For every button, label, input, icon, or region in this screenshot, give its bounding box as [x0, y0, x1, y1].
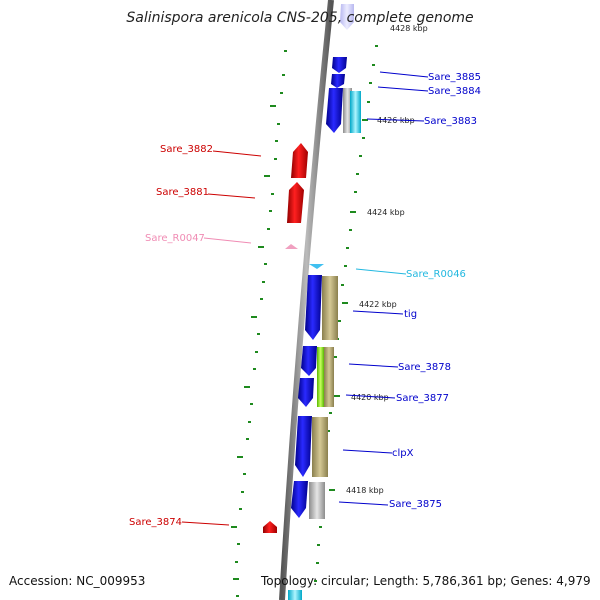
gene-label[interactable]: Sare_3881	[156, 187, 209, 198]
gene-feature-clpx-tan	[312, 417, 328, 477]
genome-backbone	[279, 0, 334, 600]
leader-lines	[181, 71, 429, 526]
gene-label[interactable]: Sare_3885	[428, 72, 481, 83]
gene-feature-sare-r0047	[285, 244, 298, 249]
gene-label[interactable]: Sare_3875	[389, 499, 442, 510]
gene-feature-sare-3882	[291, 143, 308, 178]
gene-label[interactable]: Sare_3884	[428, 86, 481, 97]
gene-label[interactable]: Sare_3874	[129, 517, 182, 528]
gene-feature-sare-3883-cyan	[350, 91, 361, 133]
kbp-label: 4424 kbp	[367, 208, 405, 217]
genome-summary-text: Topology: circular; Length: 5,786,361 bp…	[261, 574, 591, 588]
gene-feature-partial-bottom	[288, 590, 302, 600]
gene-feature-sare-3878	[301, 346, 317, 376]
gene-feature-sare-3885	[332, 57, 347, 73]
outer-ring-ticks	[231, 50, 287, 597]
kbp-label: 4422 kbp	[359, 300, 397, 309]
gene-feature-partial	[340, 4, 354, 30]
gene-feature-sare-3875	[291, 481, 308, 518]
gene-labels: Sare_3885 Sare_3884 Sare_3883 Sare_3882 …	[129, 72, 481, 528]
gene-feature-sare-3883	[326, 88, 343, 133]
gene-feature-sare-3874	[263, 521, 277, 533]
gene-label[interactable]: Sare_3882	[160, 144, 213, 155]
gene-feature-sare-3878-tan	[324, 347, 334, 407]
gene-feature-sare-3883-gray	[343, 88, 352, 133]
gene-feature-sare-r0046	[309, 264, 324, 269]
kbp-label: 4428 kbp	[390, 24, 428, 33]
gene-label[interactable]: Sare_3878	[398, 362, 451, 373]
gene-feature-tig	[305, 275, 322, 340]
accession-text: Accession: NC_009953	[9, 574, 146, 588]
kbp-label: 4418 kbp	[346, 486, 384, 495]
gene-label[interactable]: Sare_3877	[396, 393, 449, 404]
page-title: Salinispora arenicola CNS-205, complete …	[126, 10, 474, 26]
gene-feature-sare-3877	[298, 378, 314, 407]
gene-label[interactable]: Sare_R0047	[145, 233, 205, 244]
gene-label[interactable]: clpX	[392, 448, 414, 459]
gene-features	[263, 4, 361, 600]
gene-label[interactable]: Sare_3883	[424, 116, 477, 127]
kbp-label: 4420 kbp	[351, 393, 389, 402]
gene-feature-sare-3878-lime	[317, 347, 324, 407]
gene-feature-clpx	[295, 416, 312, 477]
gene-feature-sare-3875-gray	[309, 482, 325, 519]
gene-feature-sare-3884	[331, 74, 345, 88]
gene-label[interactable]: tig	[404, 309, 417, 320]
gene-feature-tig-tan	[322, 276, 338, 340]
gene-feature-sare-3881	[287, 182, 304, 223]
gene-label[interactable]: Sare_R0046	[406, 269, 466, 280]
